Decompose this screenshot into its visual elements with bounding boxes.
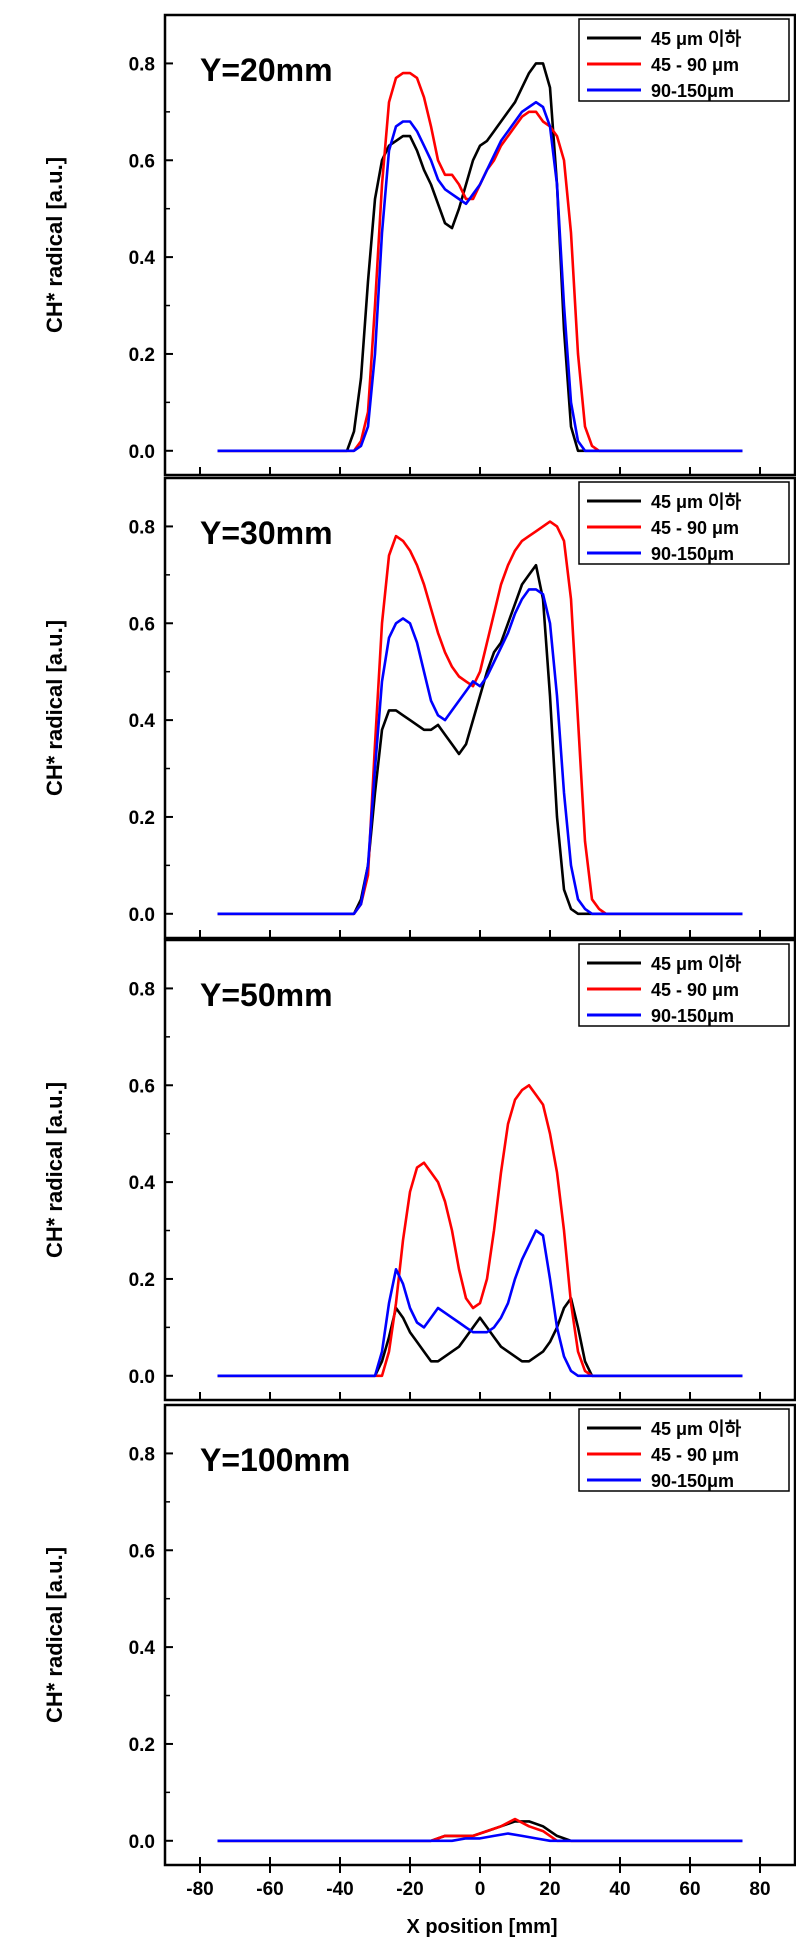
legend-label: 45 μm 이하 xyxy=(651,29,742,49)
legend-label: 90-150μm xyxy=(651,81,734,101)
legend-box xyxy=(578,1408,790,1492)
series-line-3 xyxy=(217,100,743,453)
y-axis-label: CH* radical [a.u.] xyxy=(42,1547,67,1723)
y-tick-label: 0.6 xyxy=(129,1541,155,1562)
panel-title: Y=30mm xyxy=(200,515,333,551)
legend-label: 45 - 90 μm xyxy=(651,518,739,538)
y-tick-label: 0.0 xyxy=(129,1832,155,1853)
series-line-2 xyxy=(217,71,743,453)
y-tick-label: 0.4 xyxy=(129,248,156,269)
panel-title: Y=50mm xyxy=(200,977,333,1013)
legend-box xyxy=(578,18,790,102)
y-axis-label: CH* radical [a.u.] xyxy=(42,1082,67,1258)
legend-label: 45 - 90 μm xyxy=(651,1445,739,1465)
x-tick-label: -80 xyxy=(186,1879,213,1900)
y-tick-label: 0.4 xyxy=(129,1638,156,1659)
panel-1: 0.0 0.2 0.4 0.6 0.8 CH* radical [a.u.] Y=20mm 4… xyxy=(42,13,796,477)
panel-4: 0.0 0.2 0.4 0.6 0.8 CH* radical [a.u.] Y=100mm… xyxy=(42,1403,796,1867)
x-tick-label: 80 xyxy=(749,1879,770,1900)
x-axis-label: X position [mm] xyxy=(406,1916,557,1938)
series-line-2 xyxy=(217,520,743,916)
panels-layer: 0.0 0.2 0.4 0.6 0.8 CH* radical [a.u.] Y=20mm 4… xyxy=(42,13,796,1867)
y-tick-label: 0.6 xyxy=(129,151,155,172)
series-line-3 xyxy=(217,588,743,916)
y-tick-label: 0.0 xyxy=(129,905,155,926)
y-axis-label: CH* radical [a.u.] xyxy=(42,157,67,333)
y-tick-label: 0.8 xyxy=(129,1444,155,1465)
y-tick-label: 0.6 xyxy=(129,1076,155,1097)
x-tick-label: 0 xyxy=(475,1879,486,1900)
legend-label: 90-150μm xyxy=(651,544,734,564)
y-tick-label: 0.2 xyxy=(129,1735,155,1756)
panel-2: 0.0 0.2 0.4 0.6 0.8 CH* radical [a.u.] Y=30mm 4… xyxy=(42,476,796,940)
y-tick-label: 0.8 xyxy=(129,517,155,538)
series-line-1 xyxy=(217,1297,743,1378)
y-tick-label: 0.2 xyxy=(129,1270,155,1291)
y-tick-label: 0.2 xyxy=(129,345,155,366)
legend: 45 μm 이하 45 - 90 μm 90-150μm xyxy=(578,481,790,565)
y-tick-label: 0.8 xyxy=(129,54,155,75)
x-tick-label: 60 xyxy=(679,1879,700,1900)
series-line-3 xyxy=(217,1229,743,1378)
legend-box xyxy=(578,481,790,565)
legend: 45 μm 이하 45 - 90 μm 90-150μm xyxy=(578,18,790,102)
legend: 45 μm 이하 45 - 90 μm 90-150μm xyxy=(578,943,790,1027)
x-tick-label: 40 xyxy=(609,1879,630,1900)
series-line-2 xyxy=(217,1817,743,1843)
y-tick-label: 0.4 xyxy=(129,1173,156,1194)
x-tick-label: -60 xyxy=(256,1879,283,1900)
y-tick-label: 0.4 xyxy=(129,711,156,732)
legend-label: 45 - 90 μm xyxy=(651,55,739,75)
legend: 45 μm 이하 45 - 90 μm 90-150μm xyxy=(578,1408,790,1492)
shared-x-axis: -80 -60 -40 -20 0 20 40 60 80 xyxy=(186,1865,771,1900)
y-tick-label: 0.2 xyxy=(129,808,155,829)
legend-label: 45 μm 이하 xyxy=(651,1419,742,1439)
x-tick-label: -40 xyxy=(326,1879,353,1900)
series-line-2 xyxy=(217,1084,743,1378)
panel-title: Y=100mm xyxy=(200,1442,350,1478)
series-line-1 xyxy=(217,563,743,916)
legend-label: 90-150μm xyxy=(651,1006,734,1026)
legend-label: 45 - 90 μm xyxy=(651,980,739,1000)
y-tick-label: 0.0 xyxy=(129,442,155,463)
legend-box xyxy=(578,943,790,1027)
x-tick-label: -20 xyxy=(396,1879,423,1900)
y-tick-label: 0.6 xyxy=(129,614,155,635)
legend-label: 90-150μm xyxy=(651,1471,734,1491)
x-tick-label: 20 xyxy=(539,1879,560,1900)
y-tick-label: 0.0 xyxy=(129,1367,155,1388)
y-tick-label: 0.8 xyxy=(129,979,155,1000)
legend-label: 45 μm 이하 xyxy=(651,954,742,974)
series-line-3 xyxy=(217,1832,743,1843)
legend-label: 45 μm 이하 xyxy=(651,492,742,512)
panel-3: 0.0 0.2 0.4 0.6 0.8 CH* radical [a.u.] Y=50mm 4… xyxy=(42,938,796,1402)
panel-title: Y=20mm xyxy=(200,52,333,88)
y-axis-label: CH* radical [a.u.] xyxy=(42,620,67,796)
